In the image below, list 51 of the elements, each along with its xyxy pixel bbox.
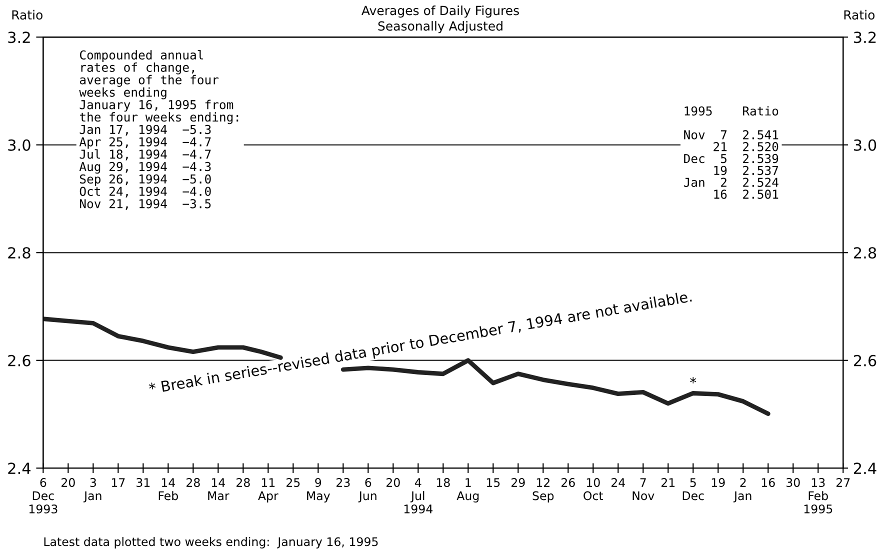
y2-tick-label: 2.6: [854, 354, 876, 366]
y2-tick-label: 2.4: [854, 462, 876, 474]
x-tick-label: 28: [186, 478, 200, 487]
x-tick-label: 4 Jul 1994: [404, 478, 433, 514]
x-tick-label: 6 Jun: [358, 478, 376, 502]
x-tick-label: 23: [336, 478, 350, 487]
x-tick-label: 17: [112, 478, 125, 487]
x-tick-label: 3 Jan: [83, 478, 102, 502]
y2-axis-title: Ratio: [844, 10, 875, 20]
x-tick-label: 12 Sep: [532, 478, 554, 502]
x-tick-label: 1 Aug: [456, 478, 479, 502]
x-tick-label: 6 Dec 1993: [29, 478, 58, 514]
x-tick-label: 26: [561, 478, 575, 487]
x-tick-label: 21: [661, 478, 675, 487]
x-tick-label: 25: [286, 478, 300, 487]
x-tick-label: 27: [836, 478, 850, 487]
chart-subtitle: Seasonally Adjusted: [378, 21, 502, 34]
x-tick-label: 14 Feb: [158, 478, 178, 500]
x-tick-label: 9 May: [307, 478, 330, 502]
x-tick-label: 7 Nov: [632, 478, 654, 500]
x-tick-label: 15: [486, 478, 500, 487]
x-tick-label: 31: [136, 478, 150, 487]
y-tick-label: 3.0: [8, 139, 30, 151]
x-tick-label: 19: [712, 478, 725, 487]
x-tick-label: 24: [611, 478, 625, 487]
chart-title: Averages of Daily Figures: [362, 6, 519, 18]
x-tick-label: 20: [386, 478, 400, 487]
x-tick-label: 29: [511, 478, 525, 487]
annotation: *: [690, 377, 696, 384]
x-tick-label: 16: [762, 478, 775, 487]
x-tick-label: 30: [786, 478, 800, 487]
x-tick-label: 13 Feb 1995: [804, 478, 832, 514]
y2-tick-label: 3.2: [854, 32, 876, 44]
y2-tick-label: 2.8: [854, 247, 876, 259]
x-tick-label: 2 Jan: [733, 478, 752, 502]
y-tick-label: 2.8: [8, 247, 30, 259]
y2-tick-label: 3.0: [854, 139, 876, 151]
x-tick-label: 14 Mar: [208, 478, 230, 500]
y-tick-label: 2.4: [8, 462, 31, 474]
x-tick-label: 10 Oct: [584, 478, 604, 500]
y-tick-label: 3.2: [8, 32, 30, 44]
x-tick-label: 11 Apr: [258, 478, 278, 502]
text: Latest data plotted two weeks ending: January 16, 1995: [44, 537, 378, 548]
y-tick-label: 2.6: [8, 354, 30, 366]
x-tick-label: 18: [436, 478, 450, 487]
x-tick-label: 28: [236, 478, 250, 487]
text: Compounded annual rates of change, average of the four weeks ending January 16, 1995 from the four weeks ending: Jan 17, 1994 −5.3 Apr 25, 1994 −4.7 Jul 18, 1994 −4.7 Aug 29, 1994 −4.3 Sep 26, 1994 −5.0 Oct 24, 1994 −4.0 Nov 21, 1994 −3.5: [79, 50, 238, 210]
annotation: 1995 Ratio Nov 7 2.541 21 2.520 Dec 5 2.539 19 2.537 Jan 2 2.524 16 2.501: [684, 106, 778, 199]
y-axis-title: Ratio: [12, 10, 42, 20]
x-tick-label: 20: [62, 478, 75, 487]
x-tick-label: 5 Dec: [682, 478, 704, 500]
